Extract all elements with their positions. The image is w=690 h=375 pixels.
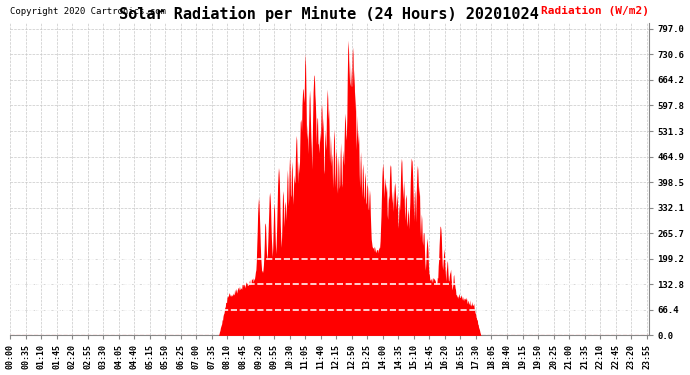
Text: Radiation (W/m2): Radiation (W/m2) (540, 6, 649, 16)
Text: Copyright 2020 Cartronics.com: Copyright 2020 Cartronics.com (10, 8, 166, 16)
Title: Solar Radiation per Minute (24 Hours) 20201024: Solar Radiation per Minute (24 Hours) 20… (119, 6, 539, 21)
